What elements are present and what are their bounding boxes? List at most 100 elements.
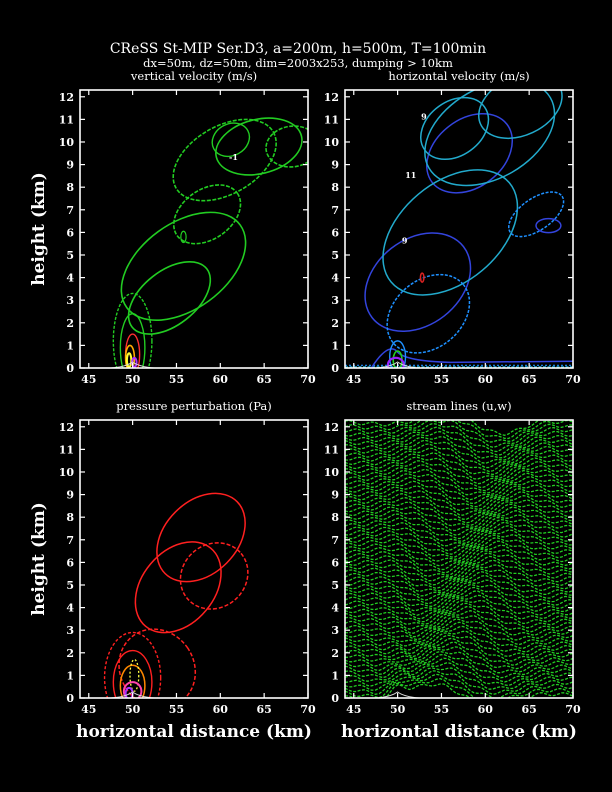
x-tick-label: 55 (434, 703, 449, 716)
streamline (345, 667, 573, 690)
vertical-velocity-m-s-plot-area (110, 117, 308, 368)
streamline (345, 420, 573, 443)
pressure-perturbation-pa-plot-area (103, 492, 249, 698)
y-tick-label: 7 (331, 204, 339, 217)
streamline (345, 480, 573, 505)
y-tick-label: 2 (331, 317, 339, 330)
streamline (345, 657, 573, 683)
y-tick-label: 10 (324, 136, 340, 149)
streamline (345, 447, 573, 473)
p-contour (119, 664, 146, 698)
streamline (345, 571, 573, 597)
x-tick-label: 45 (346, 373, 361, 386)
x-tick-label: 60 (478, 373, 494, 386)
streamline (345, 464, 573, 489)
streamline (345, 436, 573, 459)
y-tick-label: 4 (331, 272, 339, 285)
stream-lines-u-w-frame (344, 419, 574, 699)
y-tick-label: 12 (59, 421, 74, 434)
horizontal-velocity-m-s-mountain (375, 361, 420, 368)
y-tick-label: 11 (59, 113, 74, 126)
y-tick-label: 8 (331, 511, 339, 524)
stream-lines-u-w-panel: stream lines (u,w)45 50 55 60 65 700123456789… (324, 399, 581, 742)
stream-lines-u-w-plot-area (345, 420, 573, 698)
streamline (345, 661, 573, 687)
horizontal-velocity-m-s-frame (344, 89, 574, 369)
p-contour (112, 649, 153, 698)
u-contour (424, 90, 556, 187)
w-contour (125, 352, 133, 368)
u-contour (389, 340, 407, 368)
y-tick-label: 5 (66, 579, 74, 592)
contour-label: 11 (405, 170, 416, 180)
y-tick-label: 3 (66, 294, 74, 307)
contour-label: 9 (402, 236, 408, 246)
streamline (345, 468, 573, 492)
y-tick-label: 1 (331, 339, 339, 352)
streamline (345, 568, 573, 592)
x-tick-label: 60 (213, 703, 229, 716)
contour-label: -1 (229, 152, 238, 162)
x-tick-label: 50 (390, 703, 406, 716)
y-tick-label: 0 (66, 692, 74, 705)
streamline (345, 484, 573, 508)
y-tick-label: 3 (66, 624, 74, 637)
w-contour (119, 313, 146, 368)
y-tick-label: 5 (331, 249, 339, 262)
streamline (345, 499, 573, 524)
w-contour (127, 260, 212, 335)
u-contour (535, 217, 562, 234)
y-tick-label: 7 (66, 534, 74, 547)
streamline (345, 641, 573, 666)
w-contour (265, 125, 308, 168)
y-tick-label: 2 (66, 647, 74, 660)
streamline (345, 564, 573, 589)
p-contour (103, 631, 162, 698)
streamline (345, 506, 573, 532)
pressure-perturbation-pa-frame (79, 419, 309, 699)
y-tick-label: 5 (66, 249, 74, 262)
y-tick-label: 7 (66, 204, 74, 217)
y-tick-label: 2 (66, 317, 74, 330)
pressure-perturbation-pa-y-label: height (km) (29, 502, 49, 616)
x-tick-label: 70 (300, 703, 316, 716)
streamline (345, 653, 573, 679)
x-tick-label: 70 (300, 373, 316, 386)
streamline (345, 460, 573, 485)
y-tick-label: 6 (66, 226, 74, 239)
y-tick-label: 3 (331, 624, 339, 637)
streamline (345, 586, 573, 612)
y-tick-label: 6 (66, 556, 74, 569)
u-contour (364, 232, 472, 333)
streamline (345, 579, 573, 605)
streamline (345, 529, 573, 555)
x-tick-label: 45 (81, 373, 96, 386)
y-tick-label: 1 (66, 669, 74, 682)
streamline (345, 673, 573, 698)
p-contour (129, 658, 140, 692)
streamline (345, 549, 573, 574)
panels: vertical velocity (m/s)-145 50 55 60 65 70012… (29, 69, 581, 742)
pressure-perturbation-pa-panel: pressure perturbation (Pa)45 50 55 60 65 7001… (29, 399, 316, 742)
y-tick-label: 10 (59, 466, 75, 479)
vertical-velocity-m-s-frame (79, 89, 309, 369)
x-tick-label: 55 (169, 703, 184, 716)
streamline (345, 650, 573, 674)
x-tick-label: 70 (565, 373, 581, 386)
pressure-perturbation-pa-x-label: horizontal distance (km) (76, 722, 312, 742)
x-tick-label: 50 (125, 703, 141, 716)
y-tick-label: 0 (331, 362, 339, 375)
streamline (345, 525, 573, 552)
x-tick-label: 65 (256, 703, 271, 716)
y-tick-label: 10 (59, 136, 75, 149)
horizontal-velocity-m-s-plot-area (345, 90, 573, 368)
x-tick-label: 65 (256, 373, 271, 386)
stream-lines-u-w-x-label: horizontal distance (km) (341, 722, 577, 742)
figure-subtitle: dx=50m, dz=50m, dim=2003x253, dumping > … (143, 56, 453, 70)
y-tick-label: 4 (66, 602, 74, 615)
w-contour (211, 122, 251, 158)
streamline (345, 488, 573, 511)
streamline (345, 677, 573, 698)
streamline (345, 637, 573, 662)
